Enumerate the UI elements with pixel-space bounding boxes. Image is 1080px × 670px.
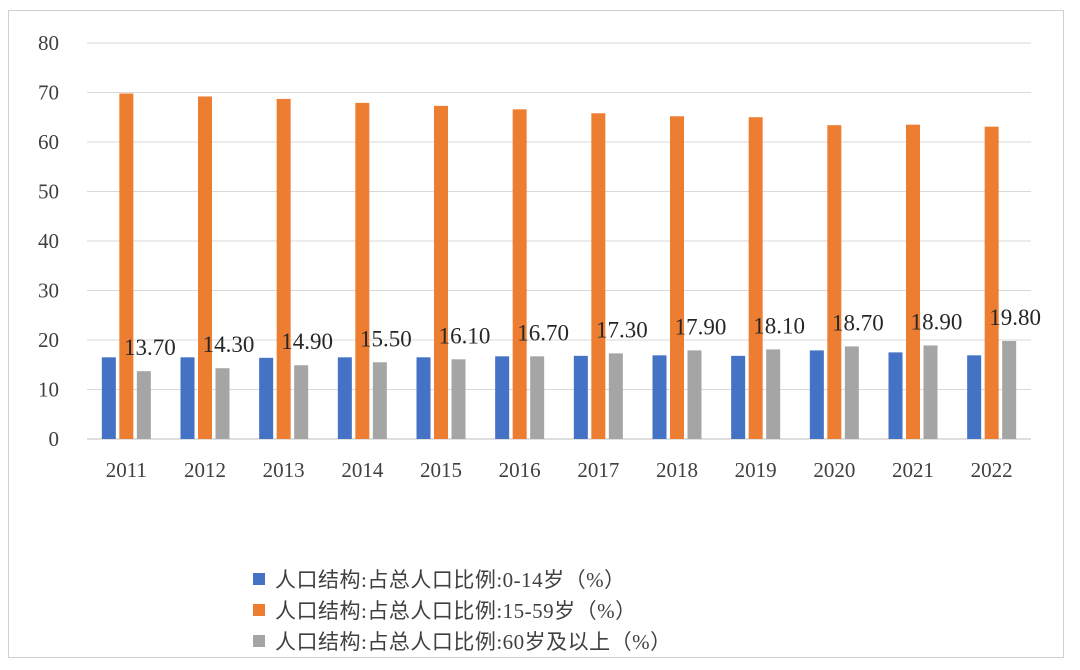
data-label: 18.90 xyxy=(911,309,963,334)
bar xyxy=(180,357,195,439)
x-tick-label: 2015 xyxy=(420,458,462,482)
x-tick-label: 2019 xyxy=(735,458,777,482)
x-tick-label: 2022 xyxy=(971,458,1013,482)
legend-swatch xyxy=(253,603,265,616)
data-label: 16.10 xyxy=(439,323,491,348)
y-tick-label: 50 xyxy=(38,180,59,204)
x-tick-label: 2014 xyxy=(341,458,384,482)
bar xyxy=(748,117,763,439)
data-label: 16.70 xyxy=(517,320,569,345)
data-label: 17.30 xyxy=(596,317,648,342)
y-tick-label: 0 xyxy=(49,427,60,451)
bar xyxy=(984,126,999,439)
bar xyxy=(416,357,431,439)
bar-chart: 0 10 20 30 40 50 60 70 80 13.70 14.30 14.90 15.50 16… xyxy=(38,31,1041,482)
bar xyxy=(372,362,387,439)
bar xyxy=(652,355,667,439)
bar xyxy=(101,357,116,439)
legend: 人口结构:占总人口比例:0-14岁（%） 人口结构:占总人口比例:15-59岁（… xyxy=(253,563,672,656)
bar xyxy=(495,356,510,439)
bar xyxy=(967,355,982,439)
x-tick-label: 2013 xyxy=(263,458,305,482)
gridlines xyxy=(87,42,1031,440)
bar xyxy=(512,109,527,439)
y-tick-label: 60 xyxy=(38,130,59,154)
legend-item-0-14: 人口结构:占总人口比例:0-14岁（%） xyxy=(253,563,672,594)
bar xyxy=(923,345,938,439)
bar xyxy=(119,93,134,440)
y-tick-label: 30 xyxy=(38,279,59,303)
data-labels: 13.70 14.30 14.90 15.50 16.10 16.70 17.30 17.90… xyxy=(124,305,1041,360)
bar xyxy=(608,353,623,439)
bars xyxy=(101,93,1017,440)
bar xyxy=(573,355,588,439)
x-tick-label: 2020 xyxy=(813,458,855,482)
bar xyxy=(294,365,309,439)
data-label: 18.10 xyxy=(753,313,805,338)
data-label: 19.80 xyxy=(989,305,1041,330)
legend-label: 人口结构:占总人口比例:60岁及以上（%） xyxy=(275,629,672,654)
bar xyxy=(276,98,291,439)
bar xyxy=(198,96,212,440)
legend-label: 人口结构:占总人口比例:15-59岁（%） xyxy=(275,598,637,623)
bar xyxy=(259,357,274,439)
bar xyxy=(827,125,842,440)
legend-item-60-plus: 人口结构:占总人口比例:60岁及以上（%） xyxy=(253,625,672,656)
bar xyxy=(591,113,606,439)
data-label: 14.30 xyxy=(203,332,255,357)
bar xyxy=(451,359,466,439)
bar xyxy=(355,102,370,440)
chart-frame: 0 10 20 30 40 50 60 70 80 13.70 14.30 14.90 15.50 16… xyxy=(8,10,1064,658)
x-tick-label: 2012 xyxy=(184,458,226,482)
data-label: 13.70 xyxy=(124,335,176,360)
bar xyxy=(434,105,448,440)
y-axis-ticks: 0 10 20 30 40 50 60 70 80 xyxy=(38,31,59,451)
x-tick-label: 2017 xyxy=(577,458,619,482)
y-tick-label: 10 xyxy=(38,378,59,402)
legend-swatch xyxy=(253,634,265,647)
bar xyxy=(844,346,859,439)
x-tick-label: 2021 xyxy=(892,458,934,482)
bar xyxy=(809,350,824,439)
bar xyxy=(136,371,151,439)
data-label: 17.90 xyxy=(675,314,727,339)
bar xyxy=(530,356,545,439)
bar xyxy=(888,352,903,439)
bar xyxy=(215,368,230,439)
legend-item-15-59: 人口结构:占总人口比例:15-59岁（%） xyxy=(253,594,672,625)
x-tick-label: 2018 xyxy=(656,458,698,482)
bar xyxy=(337,357,352,439)
data-label: 15.50 xyxy=(360,326,412,351)
legend-label: 人口结构:占总人口比例:0-14岁（%） xyxy=(275,567,626,592)
x-tick-label: 2016 xyxy=(499,458,541,482)
x-axis-ticks: 2011 2012 2013 2014 2015 2016 2017 2018 2019 2020… xyxy=(106,458,1013,482)
legend-swatch xyxy=(253,572,265,585)
x-tick-label: 2011 xyxy=(106,458,147,482)
bar xyxy=(1002,340,1017,439)
bar xyxy=(731,355,746,439)
y-tick-label: 20 xyxy=(38,328,59,352)
y-tick-label: 70 xyxy=(38,81,59,105)
bar xyxy=(687,350,702,439)
bar xyxy=(906,124,920,440)
y-tick-label: 40 xyxy=(38,229,59,253)
y-tick-label: 80 xyxy=(38,31,59,55)
bar xyxy=(766,349,781,439)
bar xyxy=(670,116,684,439)
data-label: 18.70 xyxy=(832,310,884,335)
data-label: 14.90 xyxy=(281,329,333,354)
